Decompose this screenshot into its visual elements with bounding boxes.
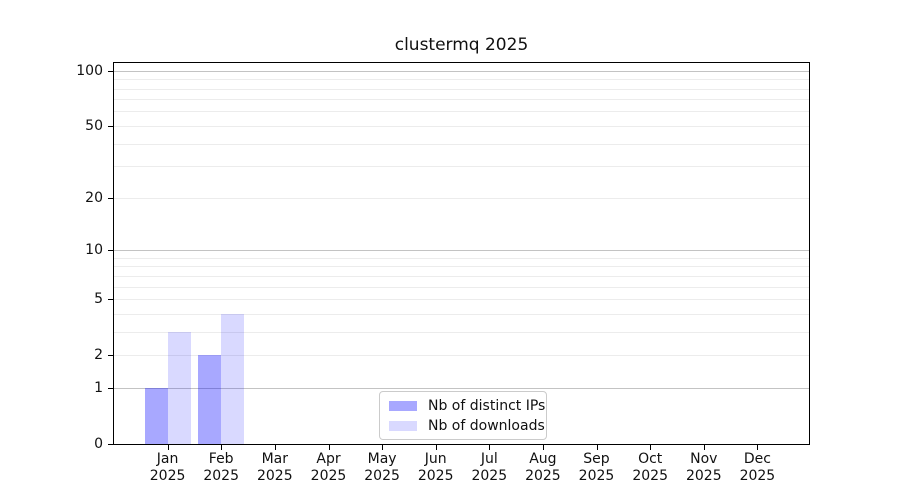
x-tick [382, 445, 384, 450]
grid-line-minor [114, 79, 809, 81]
x-tick-month: Jan [156, 451, 179, 467]
grid-line-minor [114, 299, 809, 300]
x-tick [757, 445, 759, 450]
chart-title: clustermq 2025 [394, 35, 529, 55]
grid-line-major [114, 70, 809, 72]
x-tick-year: 2025 [525, 468, 561, 484]
x-tick-month: Feb [208, 451, 234, 467]
grid-line-minor [114, 266, 809, 268]
legend-label: Nb of downloads [428, 417, 545, 434]
grid-line-minor [114, 257, 809, 259]
x-tick-month: Apr [316, 451, 341, 467]
x-tick-year: 2025 [739, 468, 776, 484]
x-tick-year: 2025 [417, 468, 454, 484]
x-tick-label: Apr 2025 [297, 451, 361, 485]
x-tick-label: May 2025 [350, 451, 414, 485]
x-tick [489, 445, 491, 450]
legend-label: Nb of distinct IPs [428, 397, 546, 414]
plot-area [113, 62, 810, 445]
x-tick [274, 445, 276, 450]
legend-item: Nb of distinct IPs [389, 398, 545, 414]
grid-line-minor [114, 355, 809, 357]
y-tick [108, 299, 113, 300]
x-tick [167, 445, 169, 450]
x-tick-year: 2025 [578, 468, 615, 484]
y-tick [108, 250, 113, 251]
x-tick-year: 2025 [310, 468, 347, 484]
grid-line-major [114, 250, 809, 251]
x-tick [221, 445, 223, 450]
bar [144, 387, 168, 444]
y-tick [108, 355, 113, 357]
x-tick-label: Aug 2025 [511, 451, 575, 485]
x-tick-label: Dec 2025 [725, 451, 789, 485]
grid-line-minor [114, 197, 809, 199]
bar [167, 331, 191, 444]
y-tick-label: 100 [76, 62, 103, 79]
x-tick-month: Nov [690, 451, 718, 467]
x-tick [542, 445, 544, 450]
grid-line-minor [114, 88, 809, 90]
x-tick-label: Jan 2025 [136, 451, 200, 485]
y-tick [108, 387, 113, 389]
x-tick-label: Feb 2025 [189, 451, 253, 485]
y-tick-label: 1 [94, 379, 103, 396]
grid-line-minor [114, 313, 809, 315]
x-tick-month: Dec [743, 451, 771, 467]
y-tick [108, 197, 113, 199]
x-tick-label: Nov 2025 [672, 451, 736, 485]
y-tick-label: 20 [85, 189, 103, 206]
grid-line-minor [114, 111, 809, 113]
y-tick [108, 125, 113, 127]
grid-line-minor [114, 331, 809, 333]
x-tick-label: Jul 2025 [457, 451, 521, 485]
x-tick-label: Oct 2025 [618, 451, 682, 485]
legend-swatch [389, 420, 417, 431]
x-tick [435, 445, 437, 450]
legend-swatch [389, 400, 417, 411]
x-tick-year: 2025 [632, 468, 668, 484]
x-tick-year: 2025 [203, 468, 239, 484]
x-tick-year: 2025 [149, 468, 186, 484]
grid-line-minor [114, 143, 809, 145]
x-tick-year: 2025 [256, 468, 293, 484]
grid-line-minor [114, 286, 809, 288]
grid-line-minor [114, 99, 809, 101]
grid-line-minor [114, 166, 809, 168]
y-tick [108, 444, 113, 445]
x-tick-label: Mar 2025 [243, 451, 307, 485]
x-tick-label: Jun 2025 [404, 451, 468, 485]
x-tick-month: Aug [529, 451, 557, 467]
x-tick-month: Jun [424, 451, 447, 467]
y-tick-label: 5 [94, 291, 103, 307]
x-tick-year: 2025 [685, 468, 722, 484]
bar [221, 313, 245, 444]
x-tick-month: Sep [583, 451, 610, 467]
legend: Nb of distinct IPs Nb of downloads [379, 391, 547, 440]
grid-line-major [114, 387, 809, 389]
grid-line-minor [114, 275, 809, 277]
x-tick-year: 2025 [471, 468, 508, 484]
x-tick-label: Sep 2025 [565, 451, 629, 485]
grid-line-minor [114, 125, 809, 127]
bar [198, 355, 222, 444]
x-tick [328, 445, 330, 450]
y-tick-label: 0 [94, 436, 103, 452]
x-tick [703, 445, 705, 450]
legend-item: Nb of downloads [389, 418, 545, 434]
x-tick-month: Mar [261, 451, 288, 467]
x-tick-year: 2025 [364, 468, 400, 484]
y-tick-label: 50 [85, 117, 103, 134]
y-tick-label: 10 [85, 242, 103, 258]
x-tick-month: Oct [638, 451, 663, 467]
x-tick-month: Jul [480, 451, 498, 467]
x-tick [650, 445, 652, 450]
y-tick-label: 2 [94, 347, 103, 364]
x-tick-month: May [367, 451, 397, 467]
x-tick [596, 445, 598, 450]
y-tick [108, 70, 113, 72]
